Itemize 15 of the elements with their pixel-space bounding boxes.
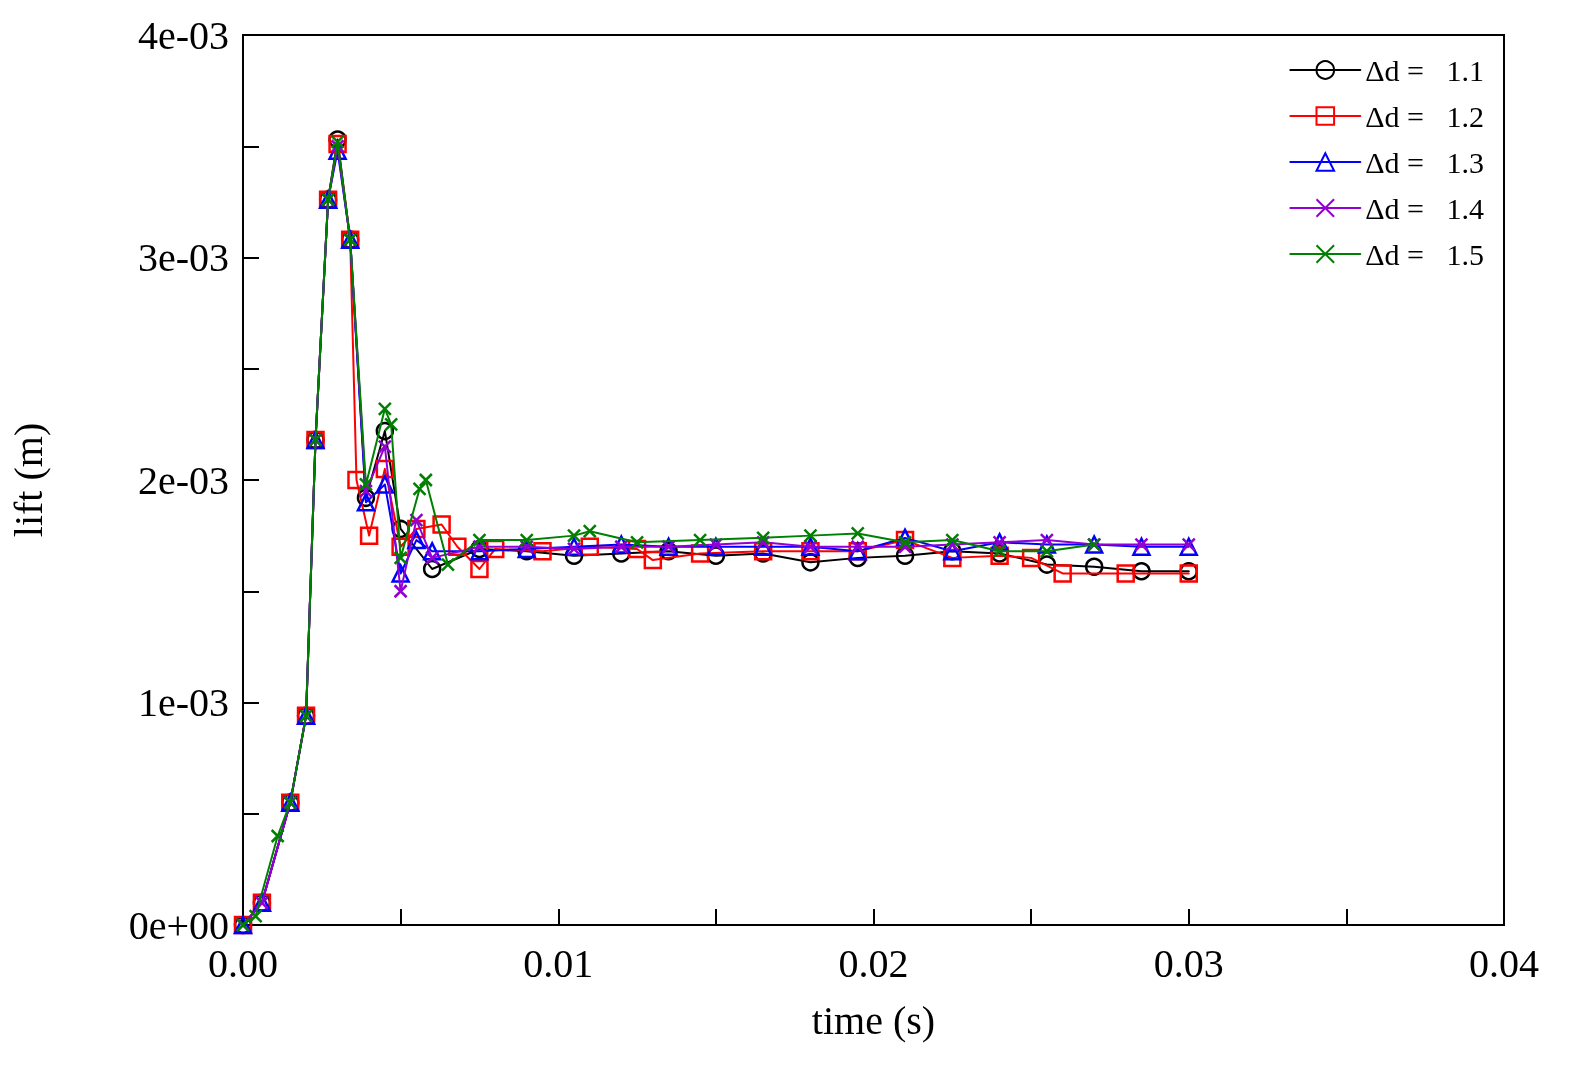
legend-label: Δd = 1.3 bbox=[1365, 145, 1485, 179]
x-axis-title: time (s) bbox=[811, 997, 936, 1043]
legend-label: Δd = 1.1 bbox=[1365, 53, 1485, 87]
y-tick-label: 2e-03 bbox=[137, 457, 229, 503]
x-tick-label: 0.03 bbox=[1153, 940, 1224, 986]
y-axis-title: lift (m) bbox=[5, 422, 51, 538]
legend-label: Δd = 1.4 bbox=[1365, 191, 1485, 225]
x-tick-label: 0.02 bbox=[838, 940, 909, 986]
y-tick-label: 4e-03 bbox=[137, 12, 229, 58]
y-tick-label: 3e-03 bbox=[137, 235, 229, 280]
legend-label: Δd = 1.2 bbox=[1365, 99, 1485, 133]
legend-label: Δd = 1.5 bbox=[1365, 237, 1485, 271]
x-tick-label: 0.01 bbox=[523, 940, 594, 986]
x-tick-label: 0.04 bbox=[1469, 940, 1539, 986]
y-tick-label: 1e-03 bbox=[137, 680, 229, 725]
